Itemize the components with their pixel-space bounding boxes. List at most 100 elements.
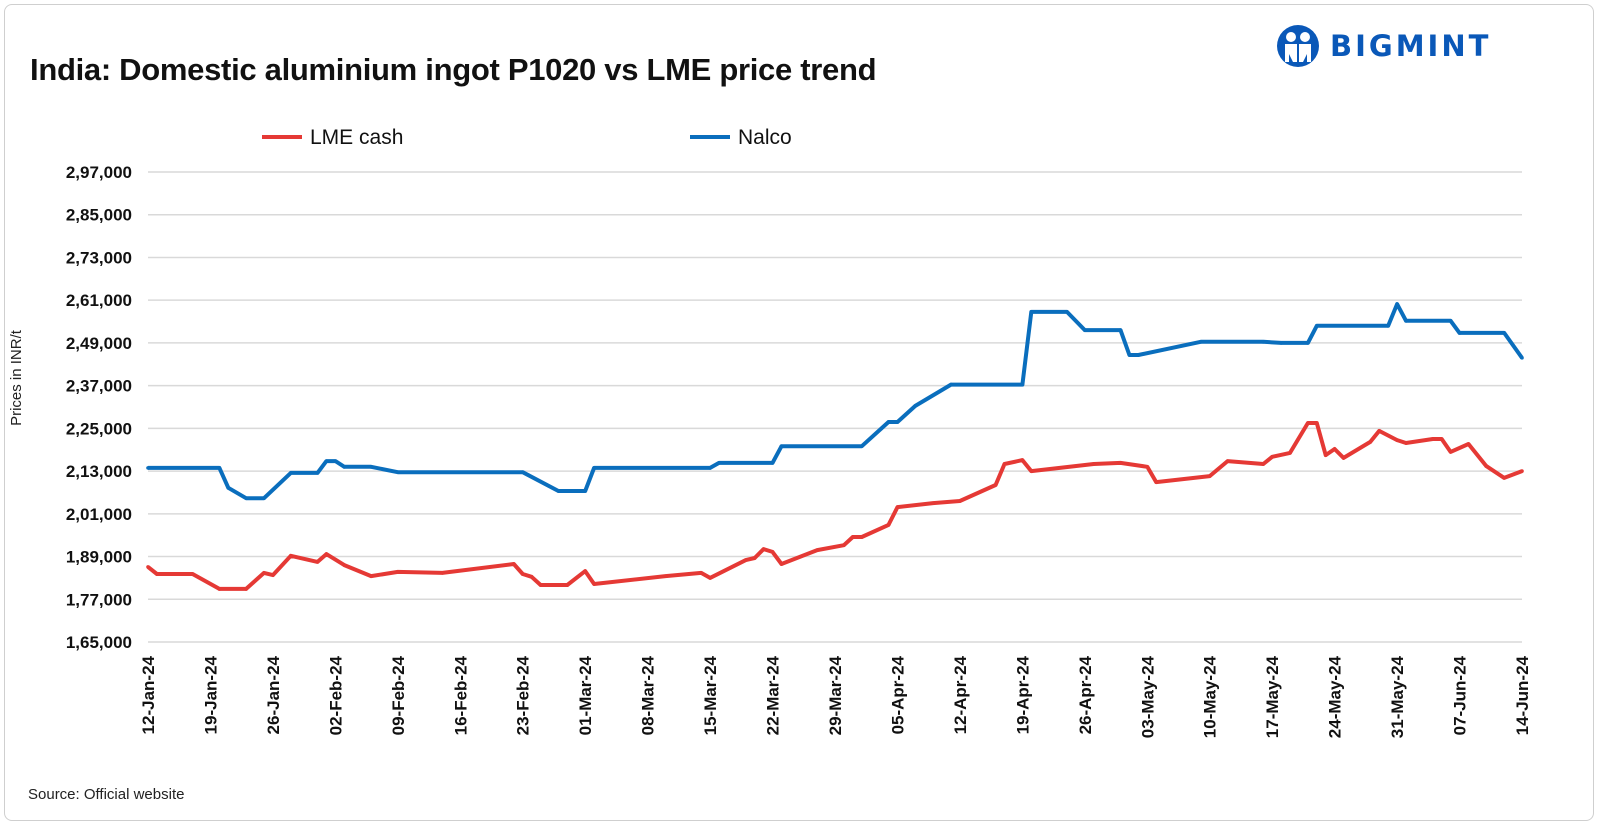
lme-cash-point: [155, 572, 159, 576]
x-tick-label: 15-Mar-24: [701, 655, 720, 735]
lme-cash-point: [1288, 451, 1292, 455]
nalco-point: [1136, 353, 1141, 357]
nalco-point: [1029, 310, 1034, 314]
x-tick-label: 16-Feb-24: [451, 655, 470, 735]
nalco-point: [146, 466, 150, 470]
lme-cash-point: [315, 560, 320, 564]
nalco-point: [333, 459, 338, 463]
nalco-point: [949, 382, 953, 387]
lme-cash-point: [1368, 440, 1373, 444]
lme-cash-point: [396, 570, 400, 574]
lme-cash-point: [1395, 438, 1399, 442]
nalco-point: [520, 470, 525, 474]
nalco-point: [1520, 356, 1524, 360]
lme-cash-point: [1341, 456, 1346, 460]
nalco-point: [1118, 328, 1123, 332]
nalco-point: [886, 420, 891, 424]
y-axis-label: Prices in INR/t: [8, 329, 25, 426]
source-note: Source: Official website: [28, 786, 185, 803]
lme-cash-point: [886, 523, 891, 527]
nalco-point: [1395, 302, 1399, 306]
lme-cash-point: [743, 558, 748, 562]
y-tick-label: 2,85,000: [66, 206, 132, 225]
nalco-point: [324, 459, 329, 463]
lme-cash-point: [1029, 469, 1034, 473]
nalco-line: [148, 302, 1524, 501]
nalco-point: [262, 496, 266, 500]
lme-cash-point: [1323, 453, 1328, 457]
nalco-point: [1127, 353, 1132, 357]
nalco-point: [592, 466, 596, 470]
lme-cash-point: [1466, 442, 1471, 446]
y-tick-label: 2,61,000: [66, 291, 132, 310]
nalco-point: [1502, 331, 1506, 335]
lme-cash-point: [592, 582, 596, 586]
x-tick-label: 24-May-24: [1326, 655, 1345, 738]
lme-cash-point: [752, 556, 757, 560]
lme-cash-point: [1484, 464, 1489, 468]
nalco-point: [226, 486, 231, 490]
nalco-point: [315, 471, 320, 475]
nalco-point: [1279, 341, 1283, 345]
lme-cash-point: [342, 563, 347, 567]
x-tick-label: 26-Jan-24: [264, 655, 283, 734]
nalco-point: [583, 489, 587, 493]
nalco-point: [1065, 310, 1069, 314]
lme-cash-point: [440, 571, 445, 575]
chart-frame: [4, 4, 1594, 821]
x-tick-label: 05-Apr-24: [888, 655, 907, 734]
lme-cash-point: [1314, 421, 1319, 425]
nalco-point: [1020, 382, 1025, 387]
lme-cash-point: [1145, 465, 1150, 469]
y-tick-label: 1,77,000: [66, 590, 132, 609]
y-tick-label: 2,73,000: [66, 248, 132, 267]
lme-cash-point: [1332, 447, 1337, 451]
x-tick-label: 01-Mar-24: [576, 655, 595, 735]
lme-cash-point: [529, 575, 534, 579]
legend-label-nalco: Nalco: [738, 126, 792, 149]
lme-cash-point: [262, 571, 266, 575]
lme-cash-point: [699, 571, 703, 575]
lme-cash-point: [779, 562, 784, 566]
y-tick-label: 2,13,000: [66, 462, 132, 481]
y-tick-label: 2,97,000: [66, 163, 132, 182]
x-tick-label: 23-Feb-24: [514, 655, 533, 735]
lme-cash-point: [190, 572, 195, 576]
nalco-point: [342, 465, 347, 469]
nalco-point: [717, 461, 721, 465]
lme-cash-point: [1502, 476, 1506, 480]
lme-cash-point: [520, 572, 525, 576]
lme-cash-point: [1430, 437, 1435, 441]
x-tick-label: 10-May-24: [1201, 655, 1220, 738]
x-tick-label: 03-May-24: [1138, 655, 1157, 738]
lme-cash-point: [761, 547, 766, 551]
lme-cash-point: [851, 535, 855, 539]
x-tick-label: 02-Feb-24: [326, 655, 345, 735]
bigmint-logo: BIGMINT: [1276, 24, 1491, 68]
x-tick-label: 12-Jan-24: [139, 655, 158, 734]
lme-cash-point: [663, 574, 668, 578]
lme-cash-point: [565, 583, 570, 587]
lme-cash-point: [512, 562, 516, 566]
lme-cash-point: [1225, 459, 1230, 463]
lme-cash-point: [217, 587, 222, 591]
lme-cash-point: [708, 576, 712, 580]
y-tick-label: 2,25,000: [66, 419, 132, 438]
nalco-point: [1199, 340, 1203, 344]
lme-cash-point: [1439, 437, 1444, 441]
lme-cash-point: [583, 569, 587, 573]
nalco-point: [779, 444, 784, 448]
y-tick-label: 1,89,000: [66, 548, 132, 567]
nalco-point: [288, 471, 293, 475]
x-tick-label: 31-May-24: [1388, 655, 1407, 738]
nalco-point: [708, 466, 712, 470]
lme-cash-point: [993, 483, 998, 487]
nalco-point: [244, 496, 248, 500]
lme-cash-line: [146, 421, 1523, 591]
lme-cash-point: [271, 573, 275, 577]
lme-cash-point: [146, 565, 150, 569]
lme-cash-point: [931, 501, 935, 505]
x-tick-label: 14-Jun-24: [1513, 655, 1532, 735]
y-tick-label: 2,49,000: [66, 334, 132, 353]
